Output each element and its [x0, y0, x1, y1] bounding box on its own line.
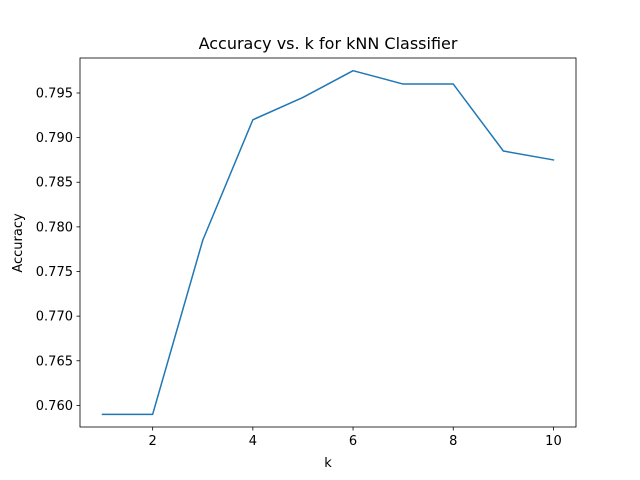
accuracy-series-line — [101, 69, 555, 416]
y-tick-label: 0.760 — [36, 399, 73, 414]
y-axis-label: Accuracy — [11, 213, 26, 273]
y-tick-label: 0.795 — [36, 86, 73, 101]
x-tick-label: 8 — [449, 434, 457, 449]
x-tick-label: 2 — [149, 434, 157, 449]
y-tick-label: 0.790 — [36, 131, 73, 146]
y-axis-ticks: 0.760 0.765 0.770 0.775 0.780 0.785 0.790 0.795 — [36, 86, 80, 414]
y-tick-label: 0.775 — [36, 265, 73, 280]
plot-area: 2 4 6 8 10 0.7600.7650.7700.7750.7800.7850.7… — [36, 57, 577, 449]
plot-frame — [79, 57, 577, 428]
y-tick-label: 0.770 — [36, 310, 73, 325]
x-tick-label: 10 — [545, 434, 562, 449]
data-points — [102, 70, 554, 415]
y-tick-label: 0.765 — [36, 354, 73, 369]
y-tick-label: 0.780 — [36, 220, 73, 235]
x-tick-label: 4 — [249, 434, 257, 449]
y-tick-label: 0.785 — [36, 176, 73, 191]
x-axis-ticks: 2 4 6 8 10 — [149, 427, 562, 449]
chart-title: Accuracy vs. k for kNN Classifier — [199, 34, 458, 53]
x-axis-label: k — [324, 456, 332, 471]
x-tick-label: 6 — [349, 434, 357, 449]
